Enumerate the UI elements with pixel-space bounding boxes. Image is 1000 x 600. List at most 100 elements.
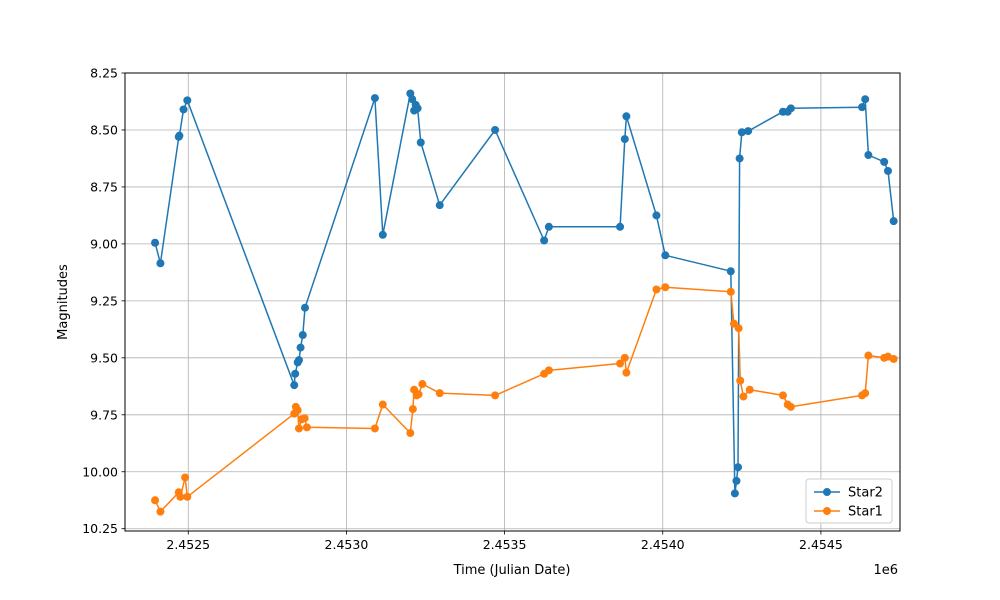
data-point-star1 — [745, 385, 754, 394]
data-point-star2 — [298, 331, 307, 340]
data-point-star1 — [889, 354, 898, 363]
data-point-star1 — [661, 283, 670, 292]
data-point-star1 — [183, 492, 192, 501]
legend-marker-star2 — [823, 488, 831, 496]
plot-frame — [124, 72, 901, 532]
data-point-star1 — [156, 507, 165, 516]
x-tick-label: 2.4535 — [483, 537, 527, 552]
data-point-star2 — [175, 131, 184, 140]
data-point-star1 — [418, 380, 427, 389]
data-point-star1 — [864, 351, 873, 360]
data-point-star1 — [652, 285, 661, 294]
grid — [125, 72, 900, 531]
data-point-star1 — [300, 414, 309, 423]
data-point-star2 — [861, 95, 870, 104]
data-point-star2 — [378, 230, 387, 239]
data-point-star2 — [183, 96, 192, 105]
data-point-star1 — [491, 391, 500, 400]
data-point-star1 — [736, 376, 745, 385]
legend-marker-star1 — [823, 507, 831, 515]
legend-label-star1: Star1 — [848, 505, 883, 520]
data-point-star2 — [735, 154, 744, 163]
y-tick-label: 10.00 — [82, 464, 118, 479]
x-axis-label: Time (Julian Date) — [453, 563, 571, 578]
x-axis-offset-label: 1e6 — [873, 563, 898, 578]
y-tick-label: 8.25 — [90, 66, 118, 81]
data-point-star2 — [179, 105, 188, 114]
data-point-star1 — [176, 492, 185, 501]
y-tick-label: 10.25 — [82, 521, 118, 536]
data-point-star2 — [732, 476, 741, 485]
data-point-star2 — [726, 267, 735, 276]
data-point-star2 — [616, 222, 625, 231]
data-point-star1 — [622, 368, 631, 377]
y-tick-label: 9.75 — [90, 407, 118, 422]
y-axis-label: Magnitudes — [56, 264, 71, 340]
data-point-star2 — [737, 128, 746, 137]
y-tick-label: 8.75 — [90, 179, 118, 194]
data-point-star2 — [661, 251, 670, 260]
data-point-star1 — [370, 424, 379, 433]
data-point-star1 — [408, 405, 417, 414]
data-point-star2 — [544, 222, 553, 231]
data-point-star2 — [294, 356, 303, 365]
data-point-star2 — [734, 463, 743, 472]
x-tick-label: 2.4530 — [325, 537, 369, 552]
data-point-star1 — [414, 390, 423, 399]
data-point-star2 — [300, 303, 309, 312]
data-point-star2 — [744, 127, 753, 136]
series-star1 — [151, 283, 898, 516]
data-point-star1 — [293, 406, 302, 415]
data-point-star2 — [413, 104, 422, 113]
series-star2 — [151, 89, 898, 498]
y-tick-label: 8.50 — [90, 122, 118, 137]
y-tick-label: 9.00 — [90, 236, 118, 251]
data-point-star2 — [435, 201, 444, 210]
data-point-star1 — [734, 324, 743, 333]
legend-label-star2: Star2 — [848, 486, 883, 501]
data-point-star1 — [620, 353, 629, 362]
data-point-star1 — [302, 423, 311, 432]
data-point-star1 — [778, 391, 787, 400]
data-point-star2 — [156, 259, 165, 268]
y-tick-label: 9.25 — [90, 293, 118, 308]
data-point-star2 — [858, 103, 867, 112]
data-point-star1 — [786, 402, 795, 411]
data-point-star2 — [883, 166, 892, 175]
data-point-star1 — [151, 496, 160, 505]
data-point-star1 — [861, 389, 870, 398]
x-tick-label: 2.4540 — [641, 537, 685, 552]
data-point-star1 — [406, 429, 415, 438]
data-point-star2 — [416, 138, 425, 147]
data-point-star1 — [544, 366, 553, 375]
data-point-star1 — [739, 392, 748, 401]
data-point-star2 — [652, 211, 661, 220]
data-point-star2 — [889, 217, 898, 226]
data-point-star1 — [726, 287, 735, 296]
data-point-star1 — [435, 389, 444, 398]
data-point-star2 — [730, 489, 739, 498]
legend: Star2 Star1 — [805, 478, 893, 524]
data-point-star2 — [786, 104, 795, 113]
data-point-star2 — [151, 238, 160, 247]
x-tick-label: 2.4545 — [799, 537, 843, 552]
data-point-star1 — [294, 424, 303, 433]
data-point-star2 — [622, 112, 631, 121]
series-group — [151, 89, 898, 516]
data-point-star1 — [181, 473, 190, 482]
data-point-star2 — [491, 125, 500, 134]
data-point-star2 — [290, 381, 299, 390]
data-point-star2 — [620, 135, 629, 144]
data-point-star2 — [880, 157, 889, 166]
data-point-star2 — [864, 151, 873, 160]
x-tick-label: 2.4525 — [166, 537, 210, 552]
data-point-star2 — [296, 343, 305, 352]
ticks: 2.4525 2.4530 2.4535 2.4540 2.4545 8.25 8.50 8.… — [82, 66, 843, 553]
data-point-star1 — [616, 359, 625, 368]
data-point-star2 — [540, 236, 549, 245]
data-point-star2 — [291, 369, 300, 378]
data-point-star2 — [370, 94, 379, 103]
data-point-star1 — [378, 400, 387, 409]
y-tick-label: 9.50 — [90, 350, 118, 365]
